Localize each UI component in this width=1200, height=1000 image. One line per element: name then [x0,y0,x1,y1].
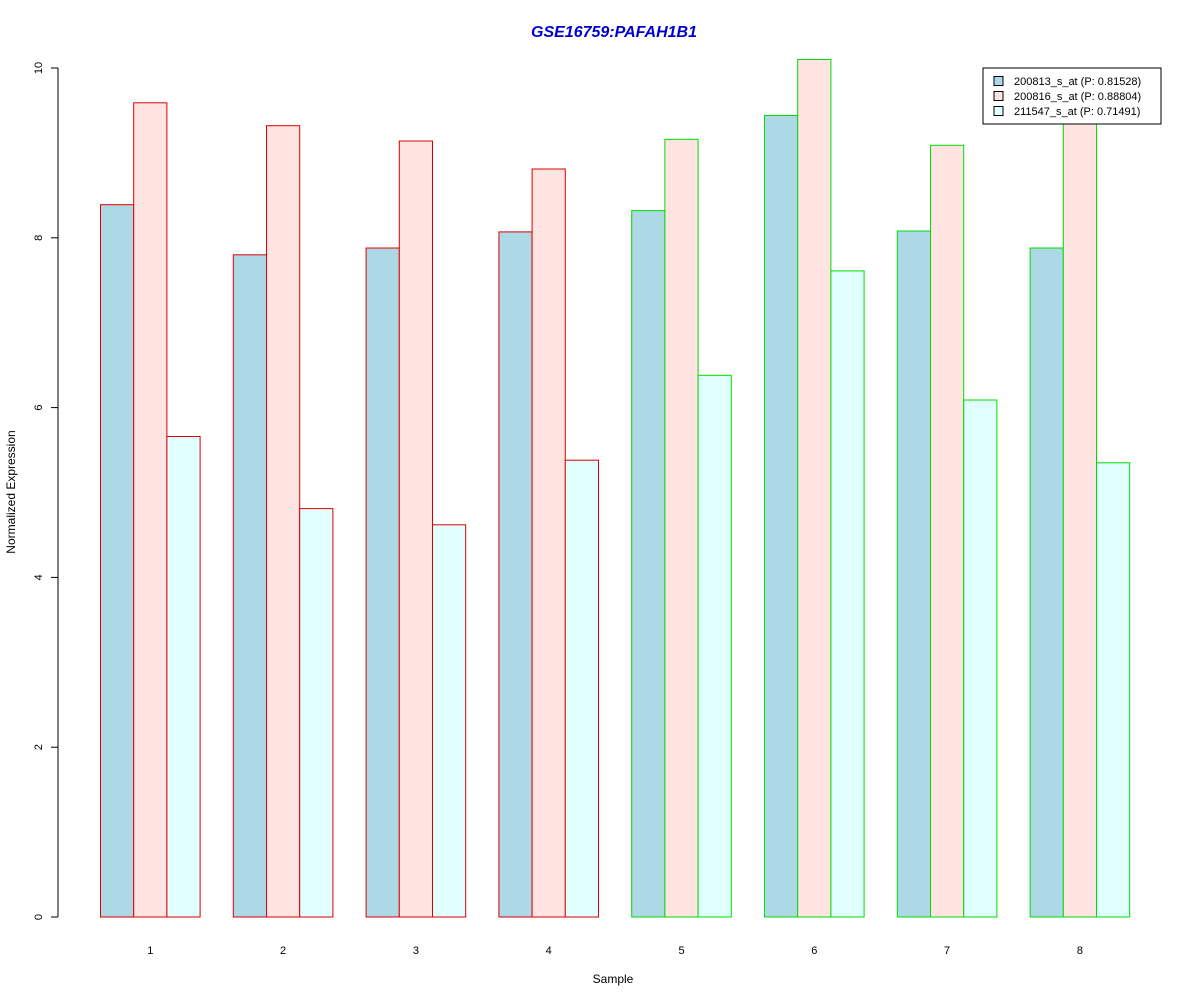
x-tick-label: 1 [147,945,153,957]
bar-sample-1-series-2 [133,102,168,918]
bar-sample-1-series-3 [166,436,201,918]
legend-entry-label: 211547_s_at (P: 0.71491) [1014,106,1140,118]
legend-swatch [993,76,1004,86]
bar-sample-4-series-1 [498,231,533,918]
bar-sample-1-series-1 [100,204,135,918]
bar-sample-8-series-2 [1062,114,1098,918]
bar-sample-2-series-3 [299,508,334,918]
y-tick-label: 6 [33,405,45,411]
legend-entry-label: 200813_s_at (P: 0.81528) [1014,76,1141,88]
x-tick-label: 7 [944,945,950,957]
legend: 200813_s_at (P: 0.81528) 200816_s_at (P: … [982,67,1162,125]
bars-layer [100,59,1131,918]
x-axis-label: Sample [593,972,634,986]
bar-sample-6-series-1 [764,115,799,918]
x-tick-label: 8 [1077,945,1083,957]
bar-sample-7-series-3 [963,399,998,918]
bar-sample-8-series-3 [1096,462,1131,918]
bar-sample-7-series-2 [930,144,965,918]
y-axis-label: Normalized Expression [4,430,18,553]
chart-title: GSE16759:PAFAH1B1 [531,24,697,41]
x-tick-label: 4 [546,945,552,957]
y-tick-label: 4 [33,574,45,580]
legend-swatch [993,91,1004,101]
bar-sample-7-series-1 [896,230,931,918]
bar-sample-4-series-2 [531,168,566,918]
legend-entry-label: 200816_s_at (P: 0.88804) [1014,91,1141,103]
bar-sample-5-series-1 [631,210,666,918]
y-tick-label: 8 [33,235,45,241]
y-tick-label: 0 [33,914,45,920]
y-axis: 0 2 4 6 8 10 [33,62,59,920]
bar-sample-6-series-2 [797,59,832,918]
x-tick-label: 2 [280,945,286,957]
y-tick-label: 2 [33,744,45,750]
legend-swatch [993,106,1004,116]
bar-sample-3-series-2 [398,140,433,918]
bar-sample-6-series-3 [830,270,865,918]
x-tick-label: 6 [811,945,817,957]
x-tick-label: 5 [678,945,684,957]
bar-sample-2-series-1 [232,254,268,918]
bar-sample-3-series-3 [432,524,467,918]
legend-box [982,67,1162,125]
x-tick-label: 3 [413,945,419,957]
bar-sample-5-series-3 [697,374,732,918]
bar-sample-2-series-2 [266,125,301,918]
y-tick-label: 10 [33,62,45,74]
bar-sample-5-series-2 [664,138,699,918]
bar-sample-4-series-3 [564,459,599,918]
bar-sample-8-series-1 [1029,247,1064,918]
bar-sample-3-series-1 [365,247,400,918]
x-axis: 1 2 3 4 5 6 7 8 [147,945,1083,957]
